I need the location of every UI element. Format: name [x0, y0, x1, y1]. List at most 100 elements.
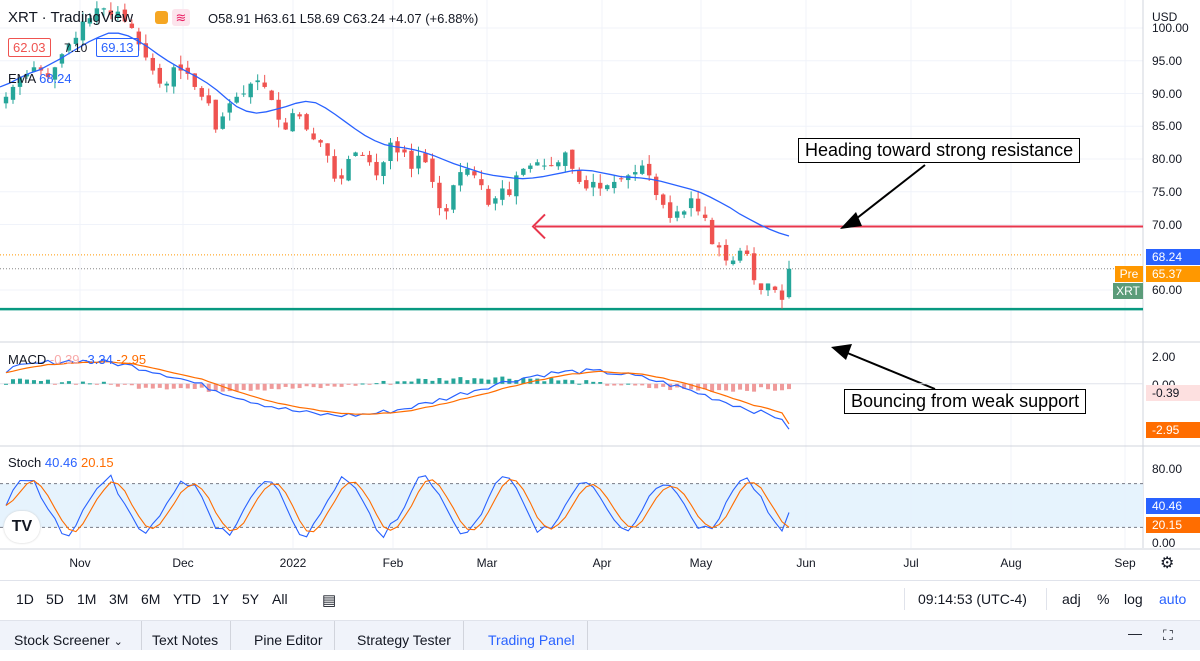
- bottom-panel-tabs: Stock Screener ⌄ Text Notes Pine Editor …: [0, 620, 1200, 650]
- range-5d-button[interactable]: 5D: [46, 591, 64, 607]
- candle-body: [514, 175, 519, 197]
- candle-body: [577, 170, 582, 182]
- tab-pine-editor[interactable]: Pine Editor: [242, 621, 336, 650]
- candle-body: [339, 175, 344, 179]
- candle-body: [108, 10, 114, 15]
- clock-time[interactable]: 09:14:53 (UTC-4): [918, 591, 1027, 607]
- macd-histogram-bar: [626, 383, 631, 385]
- price-axis-tick: 75.00: [1152, 184, 1183, 199]
- candle-body: [199, 88, 204, 97]
- auto-toggle[interactable]: auto: [1159, 591, 1187, 607]
- macd-histogram-bar: [374, 383, 379, 385]
- range-all-button[interactable]: All: [272, 591, 288, 607]
- candle-body: [52, 67, 58, 80]
- candle-body: [716, 245, 722, 248]
- price-axis-tick: 95.00: [1152, 53, 1183, 68]
- macd-histogram-bar: [689, 383, 694, 390]
- ema-legend[interactable]: EMA 68.24: [8, 71, 72, 86]
- macd-histogram-bar: [542, 381, 547, 384]
- buy-price-button[interactable]: 69.13: [96, 38, 139, 57]
- candle-body: [402, 149, 407, 153]
- minimize-icon[interactable]: —: [1128, 625, 1142, 641]
- macd-histogram-bar: [24, 379, 29, 384]
- macd-histogram-bar: [465, 380, 470, 384]
- macd-histogram-bar: [59, 382, 64, 384]
- macd-axis-tick-2: 2.00: [1152, 350, 1176, 364]
- chevron-down-icon[interactable]: ⌄: [113, 636, 123, 648]
- macd-histogram-bar: [297, 383, 302, 389]
- log-toggle[interactable]: log: [1124, 591, 1143, 607]
- macd-histogram-bar: [451, 378, 456, 384]
- macd-signal-badge: -2.95: [1146, 422, 1200, 438]
- macd-histogram-bar: [325, 383, 330, 386]
- macd-histogram-bar: [80, 381, 85, 384]
- tradingview-logo-icon[interactable]: TV: [4, 511, 40, 543]
- macd-histogram-bar: [717, 383, 722, 391]
- market-status-icon[interactable]: [155, 11, 168, 24]
- time-axis-tick: Nov: [69, 556, 91, 570]
- macd-histogram-bar: [479, 378, 484, 384]
- candle-body: [416, 155, 421, 169]
- candle-body: [255, 80, 260, 83]
- candle-body: [570, 149, 575, 169]
- macd-histogram-bar: [171, 383, 176, 389]
- macd-histogram-bar: [346, 383, 351, 385]
- macd-histogram-bar: [213, 383, 218, 391]
- currency-label[interactable]: USD: [1152, 10, 1178, 24]
- candle-body: [311, 133, 316, 140]
- maximize-icon[interactable]: ⛶: [1163, 627, 1173, 643]
- time-axis-tick: Sep: [1114, 556, 1136, 570]
- candle-body: [535, 162, 540, 166]
- wave-icon[interactable]: ≋: [172, 9, 190, 26]
- macd-histogram-bar: [458, 377, 463, 384]
- candle-body: [744, 250, 750, 254]
- tab-stock-screener[interactable]: Stock Screener ⌄: [2, 621, 142, 650]
- candle-body: [507, 189, 512, 196]
- stoch-legend[interactable]: Stoch 40.46 20.15: [8, 455, 114, 470]
- symbol-name: XRT: [8, 9, 38, 26]
- macd-histogram-bar: [150, 383, 155, 389]
- tab-strategy-tester[interactable]: Strategy Tester: [345, 621, 464, 650]
- sell-price-button[interactable]: 62.03: [8, 38, 51, 57]
- macd-histogram-bar: [241, 383, 246, 390]
- range-ytd-button[interactable]: YTD: [173, 591, 201, 607]
- macd-histogram-bar: [248, 383, 253, 391]
- macd-legend[interactable]: MACD -0.39 -3.34 -2.95: [8, 352, 146, 367]
- percent-toggle[interactable]: %: [1097, 591, 1110, 607]
- time-axis-tick: Jun: [796, 556, 816, 570]
- settings-gear-icon[interactable]: ⚙: [1160, 555, 1175, 572]
- adj-toggle[interactable]: adj: [1062, 591, 1081, 607]
- macd-histogram-bar: [381, 380, 386, 384]
- candle-body: [653, 176, 659, 196]
- candle-body: [283, 122, 288, 130]
- range-1y-button[interactable]: 1Y: [212, 591, 230, 607]
- macd-hist-value: -0.39: [49, 352, 80, 367]
- range-1m-button[interactable]: 1M: [77, 591, 97, 607]
- range-1d-button[interactable]: 1D: [16, 591, 34, 607]
- date-range-calendar-icon[interactable]: ▤: [322, 592, 337, 609]
- macd-histogram-bar: [115, 383, 120, 387]
- candle-body: [563, 152, 568, 166]
- macd-signal-value: -2.95: [116, 352, 147, 367]
- range-6m-button[interactable]: 6M: [141, 591, 161, 607]
- candle-body: [227, 103, 232, 113]
- candle-body: [486, 188, 491, 205]
- candle-body: [723, 244, 729, 261]
- candle-body: [353, 152, 358, 157]
- range-3m-button[interactable]: 3M: [109, 591, 129, 607]
- candle-body: [591, 181, 596, 188]
- tab-trading-panel[interactable]: Trading Panel: [476, 621, 588, 650]
- candle-body: [45, 73, 51, 78]
- macd-histogram-bar: [332, 383, 337, 387]
- range-5y-button[interactable]: 5Y: [242, 591, 260, 607]
- macd-histogram-bar: [402, 381, 407, 384]
- macd-histogram-bar: [262, 383, 267, 391]
- tab-text-notes[interactable]: Text Notes: [140, 621, 232, 650]
- candle-body: [290, 113, 295, 132]
- candle-body: [276, 99, 281, 120]
- candle-body: [360, 154, 365, 156]
- candle-body: [381, 162, 386, 176]
- chart-canvas[interactable]: [0, 0, 1200, 580]
- candle-body: [262, 82, 267, 87]
- macd-histogram-bar: [563, 379, 568, 384]
